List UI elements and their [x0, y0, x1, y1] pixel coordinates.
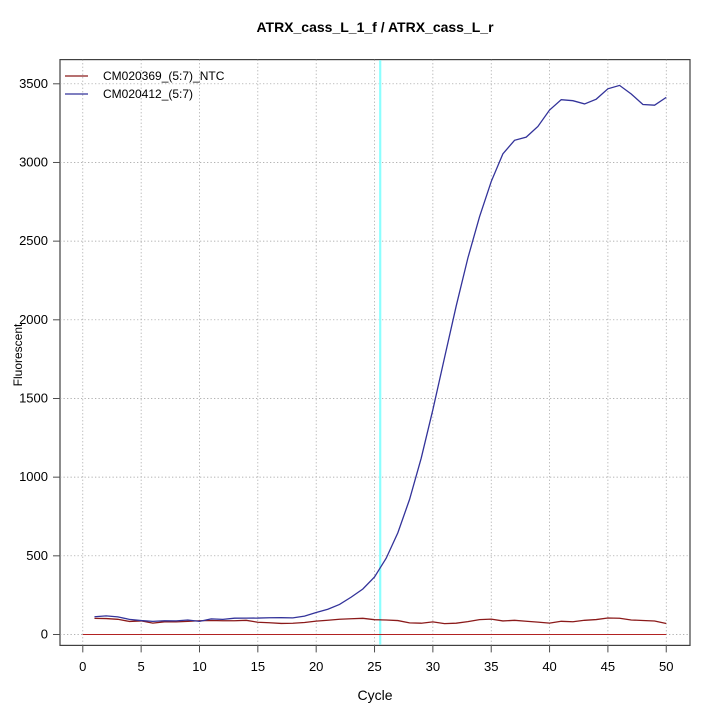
- svg-text:CM020412_(5:7): CM020412_(5:7): [103, 87, 193, 101]
- svg-text:30: 30: [426, 659, 440, 674]
- svg-text:3500: 3500: [19, 76, 48, 91]
- svg-text:15: 15: [251, 659, 265, 674]
- svg-text:1000: 1000: [19, 469, 48, 484]
- svg-text:50: 50: [659, 659, 673, 674]
- svg-text:1500: 1500: [19, 390, 48, 405]
- svg-text:2500: 2500: [19, 233, 48, 248]
- svg-text:25: 25: [367, 659, 381, 674]
- svg-text:500: 500: [26, 548, 48, 563]
- svg-text:20: 20: [309, 659, 323, 674]
- svg-text:ATRX_cass_L_1_f / ATRX_cass_L_: ATRX_cass_L_1_f / ATRX_cass_L_r: [256, 19, 494, 35]
- svg-text:45: 45: [601, 659, 615, 674]
- svg-text:5: 5: [138, 659, 145, 674]
- svg-text:3000: 3000: [19, 154, 48, 169]
- svg-text:Fluorescent: Fluorescent: [11, 323, 25, 386]
- svg-text:0: 0: [41, 627, 48, 642]
- svg-text:CM020369_(5:7)_NTC: CM020369_(5:7)_NTC: [103, 69, 225, 83]
- svg-text:0: 0: [79, 659, 86, 674]
- svg-text:10: 10: [192, 659, 206, 674]
- svg-text:Cycle: Cycle: [357, 687, 392, 703]
- svg-text:40: 40: [542, 659, 556, 674]
- svg-text:35: 35: [484, 659, 498, 674]
